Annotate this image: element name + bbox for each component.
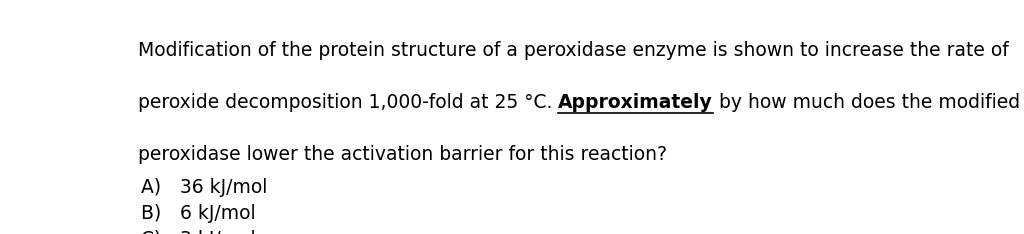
- Text: Modification of the protein structure of a peroxidase enzyme is shown to increas: Modification of the protein structure of…: [137, 41, 1009, 60]
- Text: C) 3 kJ/mol: C) 3 kJ/mol: [141, 230, 256, 234]
- Text: peroxidase lower the activation barrier for this reaction?: peroxidase lower the activation barrier …: [137, 145, 667, 164]
- Text: by how much does the modified: by how much does the modified: [713, 93, 1020, 112]
- Text: peroxide decomposition 1,000-fold at 25 °C.: peroxide decomposition 1,000-fold at 25 …: [137, 93, 558, 112]
- Text: B) 6 kJ/mol: B) 6 kJ/mol: [141, 204, 256, 223]
- Text: Approximately: Approximately: [558, 93, 713, 112]
- Text: A) 36 kJ/mol: A) 36 kJ/mol: [141, 178, 268, 197]
